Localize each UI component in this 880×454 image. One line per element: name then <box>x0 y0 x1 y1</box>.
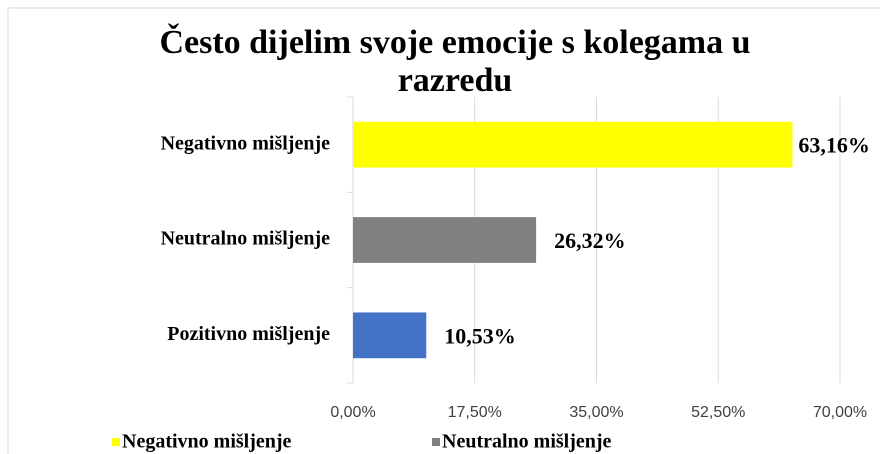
legend-label: Neutralno mišljenje <box>442 431 612 453</box>
bar <box>353 217 537 263</box>
x-tick-label: 0,00% <box>330 404 375 421</box>
legend-swatch <box>112 438 120 446</box>
x-tick-label: 35,00% <box>569 404 623 421</box>
value-label: 26,32% <box>554 228 626 253</box>
y-tick-label: Negativno mišljenje <box>161 132 331 154</box>
value-label: 63,16% <box>798 133 870 158</box>
chart-title: Često dijelim svoje emocije s kolegama u… <box>159 24 751 99</box>
bar <box>353 312 427 359</box>
bar <box>353 121 793 168</box>
legend-swatch <box>432 438 440 446</box>
value-label: 10,53% <box>444 323 516 348</box>
legend-label: Negativno mišljenje <box>122 431 292 453</box>
x-tick-label: 70,00% <box>813 404 867 421</box>
x-tick-label: 17,50% <box>448 404 502 421</box>
y-tick-label: Neutralno mišljenje <box>161 228 331 250</box>
x-tick-label: 52,50% <box>691 404 745 421</box>
y-tick-label: Pozitivno mišljenje <box>167 323 330 345</box>
